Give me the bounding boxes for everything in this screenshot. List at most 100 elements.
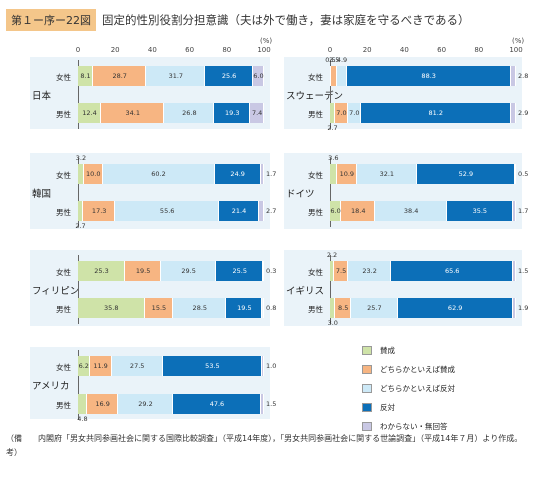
bar-segment-somewhat-disagree	[146, 66, 206, 86]
data-label: 1.0	[266, 361, 277, 370]
bar-segment-dk	[263, 261, 265, 281]
data-label: 1.9	[518, 303, 529, 312]
zero-baseline	[330, 255, 331, 324]
data-label: 52.9	[458, 169, 474, 178]
zero-baseline	[78, 350, 79, 420]
row-label: 女性	[308, 268, 323, 277]
figure-title: 固定的性別役割分担意識（夫は外で働き，妻は家庭を守るべきである）	[102, 13, 470, 27]
bar-segment-dk	[250, 103, 264, 123]
bar-segment-dk	[262, 356, 264, 376]
country-name: アメリカ	[32, 381, 70, 392]
bar-segment-dk	[510, 66, 516, 86]
bar-segment-somewhat-agree	[125, 261, 162, 281]
axis-unit: (%)	[512, 37, 525, 45]
stacked-bar	[78, 356, 264, 376]
note-text: 内閣府「男女共同参画社会に関する国際比較調査」（平成14年度），「男女共同参画社…	[38, 434, 523, 443]
bar-segment-disagree	[219, 201, 259, 221]
data-label: 38.4	[403, 206, 419, 215]
axis-tick-label: 80	[222, 46, 232, 54]
data-label: 0.3	[266, 266, 277, 275]
data-label: 1.5	[266, 399, 277, 408]
data-label: 7.0	[336, 108, 347, 117]
axis-tick-label: 40	[147, 46, 157, 54]
legend-swatch-dk	[362, 422, 372, 431]
bar-segment-disagree	[205, 66, 253, 86]
data-label: 35.8	[104, 303, 119, 312]
stacked-bar	[330, 298, 516, 318]
data-label: 4.8	[77, 415, 88, 423]
bar-segment-agree	[330, 201, 342, 221]
axis-tick-label: 100	[257, 46, 271, 54]
legend-swatch-somewhat-agree	[362, 365, 372, 374]
bar-segment-somewhat-agree	[101, 103, 165, 123]
bar-segment-dk	[515, 164, 517, 184]
bar-segment-somewhat-disagree	[375, 201, 447, 221]
data-label: 2.7	[327, 124, 338, 132]
legend-label-somewhat-disagree: どちらかといえば反対	[380, 384, 455, 393]
bar-segment-somewhat-agree	[334, 103, 348, 123]
data-label: 19.5	[135, 266, 151, 275]
bar-segment-somewhat-disagree	[161, 261, 217, 281]
bar-segment-agree	[78, 261, 125, 281]
bar-segment-somewhat-disagree	[164, 103, 215, 123]
country-name: 日本	[32, 90, 52, 102]
data-label: 7.0	[349, 108, 360, 117]
data-label: 81.2	[428, 108, 443, 117]
data-label: 16.9	[95, 399, 110, 408]
axis-tick-label: 0	[327, 46, 333, 54]
country-name: イギリス	[286, 285, 325, 297]
data-label: 31.7	[168, 71, 184, 80]
country-name: 韓国	[32, 188, 52, 200]
data-label: 55.6	[159, 206, 175, 215]
zero-baseline	[78, 60, 79, 129]
axis-tick-label: 60	[437, 46, 447, 54]
data-label: 23.2	[362, 266, 377, 275]
zero-baseline	[78, 255, 79, 324]
bar-segment-agree	[330, 261, 335, 281]
country-name: ドイツ	[286, 188, 315, 200]
stacked-bar	[78, 298, 264, 318]
bar-segment-somewhat-agree	[334, 261, 349, 281]
data-label: 3.2	[75, 154, 87, 162]
bar-segment-agree	[78, 103, 102, 123]
stacked-bar	[330, 66, 516, 86]
data-label: 11.9	[93, 361, 108, 370]
stacked-bar	[78, 261, 265, 281]
data-label: 1.7	[266, 169, 277, 178]
axis-unit: (%)	[260, 37, 273, 45]
country-name: フィリピン	[32, 285, 80, 297]
bar-segment-somewhat-disagree	[350, 298, 398, 318]
row-label: 女性	[308, 171, 323, 180]
data-label: 2.9	[518, 108, 529, 117]
data-label: 25.3	[94, 266, 109, 275]
bar-segment-disagree	[214, 103, 251, 123]
bar-segment-agree	[78, 66, 94, 86]
legend-label-somewhat-agree: どちらかといえば賛成	[380, 365, 455, 374]
bar-segment-disagree	[391, 261, 514, 281]
bar-segment-disagree	[172, 394, 262, 414]
legend-label-agree: 賛成	[380, 346, 395, 355]
bar-segment-somewhat-disagree	[348, 261, 392, 281]
row-label: 女性	[308, 73, 323, 82]
data-label: 24.9	[230, 169, 245, 178]
data-label: 60.2	[151, 169, 166, 178]
data-label: 65.6	[444, 266, 460, 275]
legend-item-somewhat-disagree: どちらかといえば反対	[362, 383, 455, 394]
row-label: 男性	[56, 401, 71, 410]
bar-segment-somewhat-agree	[144, 298, 174, 318]
data-label: 3.0	[327, 319, 338, 327]
data-label: 88.3	[421, 71, 436, 80]
bar-segment-disagree	[216, 261, 264, 281]
bar-segment-somewhat-agree	[83, 164, 103, 184]
data-label: 35.5	[472, 206, 488, 215]
bar-segment-dk	[512, 201, 516, 221]
data-label: 34.1	[125, 108, 141, 117]
bar-segment-somewhat-disagree	[111, 356, 163, 376]
bar-segment-dk	[258, 201, 264, 221]
axis-tick-label: 0	[75, 46, 81, 54]
zero-baseline	[78, 158, 79, 227]
data-label: 62.9	[447, 303, 463, 312]
data-label: 47.6	[209, 399, 225, 408]
bar-segment-dk	[512, 298, 516, 318]
data-label: 2.8	[518, 71, 529, 80]
